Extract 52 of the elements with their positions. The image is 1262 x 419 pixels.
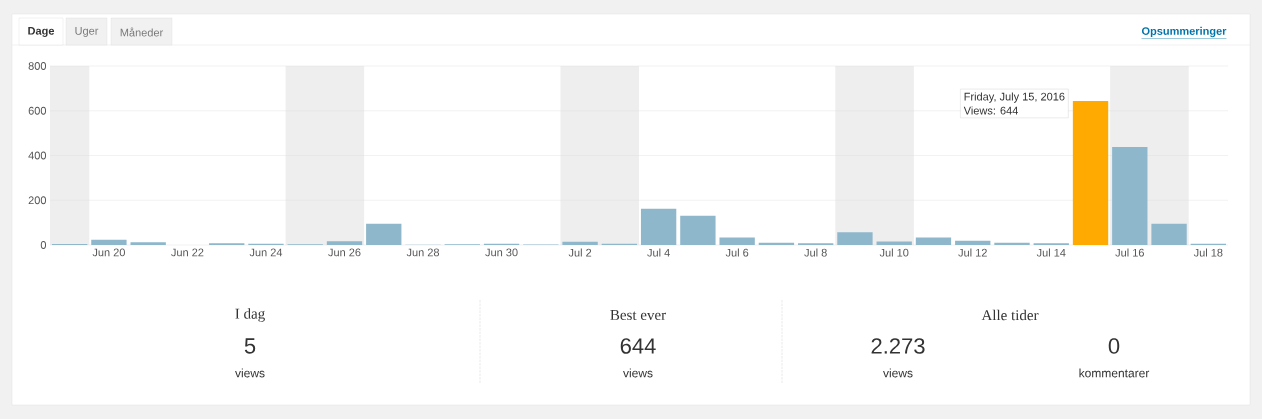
y-tick-label: 400	[28, 151, 47, 160]
text: 0	[1108, 338, 1120, 354]
x-tick-label: Jul 18	[1193, 248, 1223, 257]
x-tick-label: Jul 2	[568, 248, 592, 257]
bar	[326, 241, 363, 245]
text: 2.273	[871, 338, 925, 354]
bar	[915, 237, 952, 245]
x-tick-label: Jun 26	[328, 248, 361, 257]
x-tick-label: Jul 4	[647, 248, 670, 257]
text: Opsummeringer	[1141, 26, 1227, 38]
x-tick-label: Jun 30	[485, 248, 518, 257]
bar	[562, 241, 598, 245]
x-tick-label: Jun 20	[92, 248, 125, 257]
text: views	[623, 368, 653, 378]
annotation: Views: 644	[963, 106, 1018, 115]
x-tick-label: Jul 16	[1115, 248, 1144, 257]
y-tick-label: 800	[28, 62, 47, 70]
x-tick-label: Jul 12	[958, 248, 987, 257]
text: Best ever	[610, 310, 666, 320]
bar	[680, 215, 716, 245]
text: views	[883, 368, 913, 378]
text: views	[235, 368, 265, 378]
text: Uger	[75, 27, 99, 37]
x-tick-label: Jun 28	[406, 248, 440, 257]
bar	[876, 241, 912, 245]
y-tick-label: 0	[40, 241, 47, 249]
x-tick-label: Jul 10	[879, 248, 909, 257]
text: Alle tider	[981, 309, 1039, 321]
y-tick-label: 600	[28, 106, 47, 115]
x-tick-label: Jun 22	[171, 248, 204, 257]
bar	[719, 237, 755, 245]
text: Dage	[28, 27, 55, 37]
bar	[837, 232, 873, 245]
bar	[1151, 223, 1187, 245]
annotation: Friday, July 15, 2016	[964, 92, 1065, 103]
x-tick-label: Jul 14	[1036, 248, 1066, 257]
bar	[640, 208, 677, 245]
text: 644	[620, 338, 656, 354]
x-tick-label: Jul 8	[804, 248, 827, 257]
text: I dag	[235, 308, 265, 322]
bar	[130, 242, 166, 245]
x-tick-label: Jun 24	[249, 248, 283, 257]
text: Måneder	[120, 27, 164, 37]
bar	[366, 223, 402, 245]
bar	[1112, 146, 1148, 245]
bar	[91, 239, 127, 245]
bar	[955, 240, 991, 245]
x-tick-label: Jul 6	[725, 248, 749, 257]
bar	[994, 242, 1030, 245]
text: kommentarer	[1079, 368, 1150, 378]
y-tick-label: 200	[28, 196, 47, 205]
text: 5	[244, 338, 256, 354]
